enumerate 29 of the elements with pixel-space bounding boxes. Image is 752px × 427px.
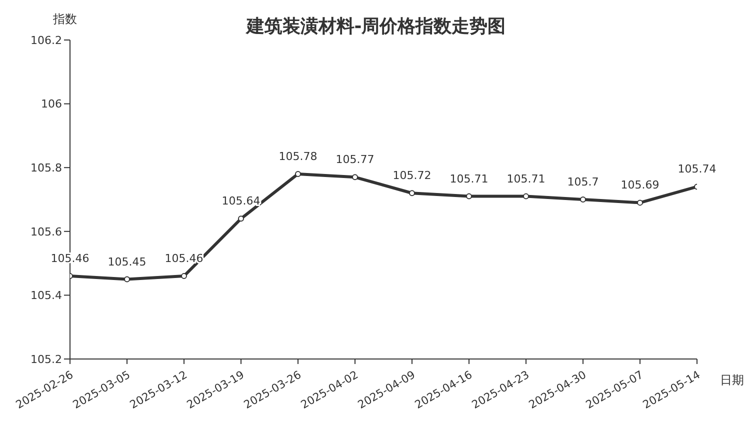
point	[295, 170, 301, 177]
y-tick-label: 105.2	[30, 352, 62, 366]
data-label: 105.78	[278, 150, 318, 163]
point	[409, 190, 415, 196]
data-label: 105.69	[620, 178, 660, 192]
point	[466, 193, 472, 200]
point	[124, 276, 130, 282]
y-tick-label: 106	[41, 98, 62, 111]
y-tick-label: 105.6	[30, 225, 62, 238]
data-label: 105.72	[392, 169, 432, 182]
y-tick-label: 105.4	[30, 289, 62, 302]
data-label: 105.71	[506, 172, 546, 186]
point	[181, 273, 187, 280]
point	[580, 196, 586, 202]
data-label: 105.64	[222, 194, 260, 208]
chart-title: 建筑装潢材料-周价格指数走势图	[246, 16, 506, 37]
point	[637, 200, 643, 206]
y-tick-label: 106.2	[30, 34, 62, 47]
data-label: 105.71	[450, 172, 488, 186]
data-label: 105.77	[336, 153, 374, 166]
data-label: 105.45	[108, 255, 146, 268]
y-axis-title: 指数	[53, 11, 77, 28]
point	[238, 216, 244, 222]
point	[523, 193, 529, 200]
data-label: 105.7	[567, 176, 599, 188]
x-axis-title: 日期	[720, 372, 744, 389]
point	[352, 174, 358, 180]
data-label: 105.74	[678, 162, 716, 176]
y-tick-label: 105.8	[30, 162, 62, 175]
